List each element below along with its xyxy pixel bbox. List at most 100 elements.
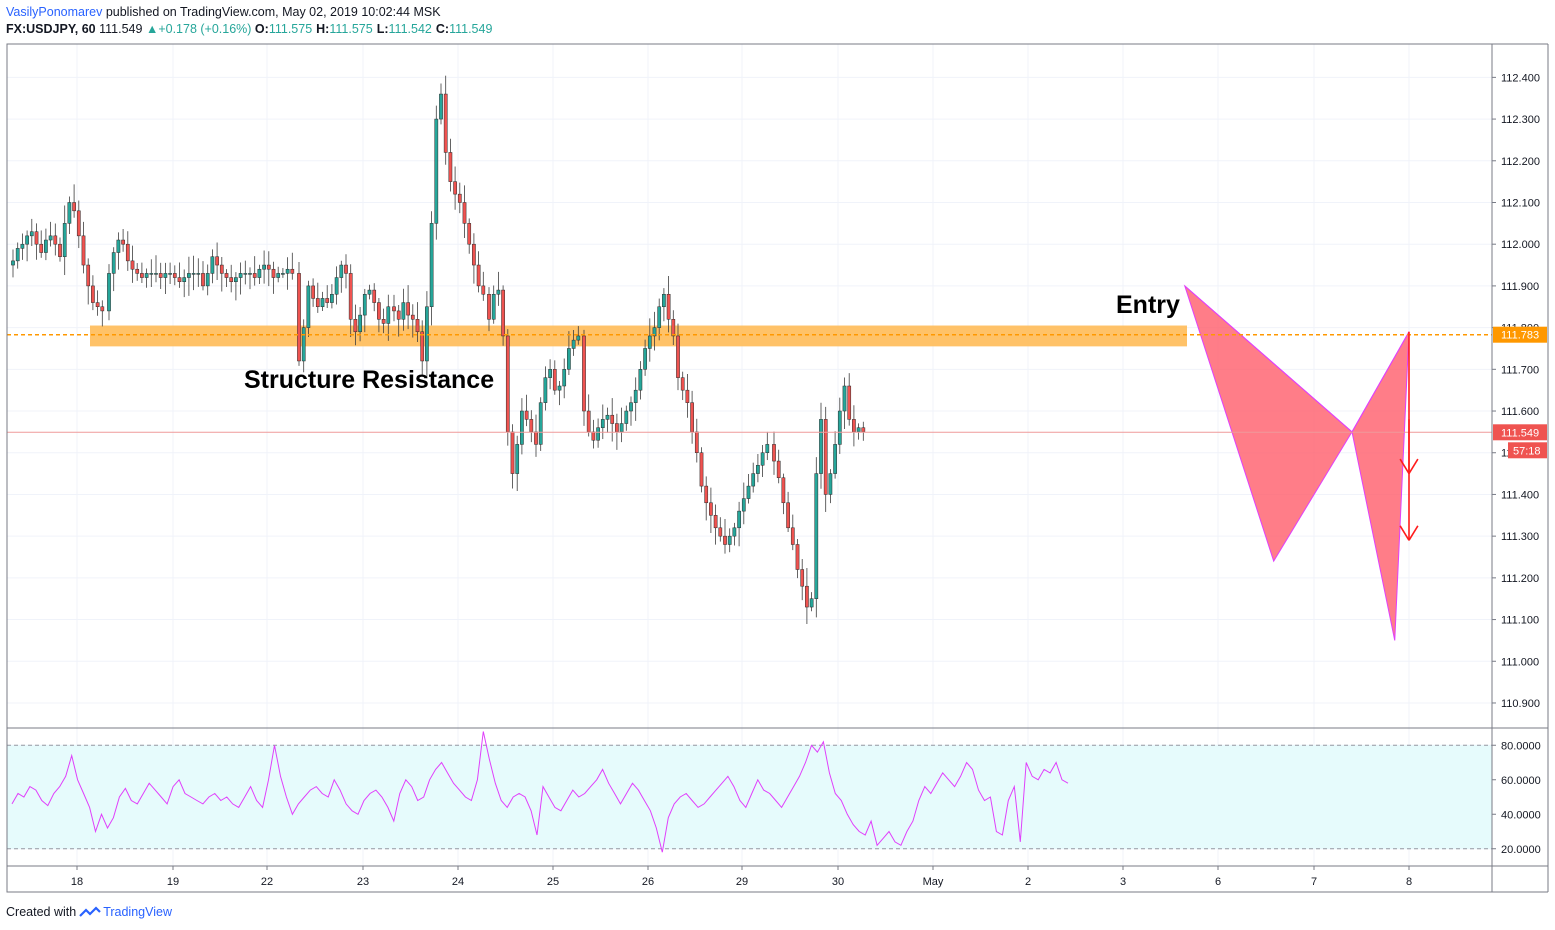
- candle-body: [615, 423, 619, 433]
- rsi-axis[interactable]: 20.0000 40.0000 60.0000 80.0000: [1492, 740, 1541, 856]
- pattern-leg-xb: [1184, 285, 1353, 433]
- candle-body: [262, 264, 266, 270]
- candle-body: [243, 273, 248, 275]
- pattern-leg-bd: [1351, 331, 1410, 433]
- time-tick-label: 19: [167, 876, 179, 888]
- candle-body: [315, 298, 320, 308]
- author-link[interactable]: VasilyPonomarev: [6, 5, 103, 19]
- rsi-band: [7, 745, 1492, 849]
- candle-body: [510, 431, 515, 474]
- resistance-zone: [90, 325, 1187, 347]
- candle-body: [699, 452, 704, 487]
- candle-body: [476, 264, 481, 287]
- candle-body: [548, 369, 552, 378]
- candle-body: [448, 152, 453, 182]
- structure-resistance-label: Structure Resistance: [244, 366, 494, 394]
- candle-body: [529, 419, 534, 433]
- candle-body: [652, 327, 657, 337]
- candle-body: [534, 431, 538, 445]
- price-chart[interactable]: Structure Resistance Entry 110.900 111.00…: [0, 0, 1555, 900]
- candle-body: [306, 285, 311, 328]
- candle-body: [467, 223, 472, 245]
- candle-body: [76, 210, 81, 237]
- candle-body: [487, 293, 491, 320]
- candle-body: [671, 319, 676, 337]
- candle-body: [434, 118, 439, 224]
- candle-body: [81, 235, 86, 266]
- candle-body: [633, 389, 638, 403]
- candle-body: [596, 427, 600, 441]
- candle-body: [823, 419, 828, 495]
- candle-body: [814, 473, 819, 599]
- open-label: O:: [254, 22, 269, 36]
- candle-body: [666, 293, 671, 320]
- countdown-tag: [1508, 442, 1547, 459]
- rsi-tick-label: 60.0000: [1501, 775, 1541, 787]
- candle-body: [501, 289, 505, 337]
- candle-body: [837, 410, 842, 445]
- candle-body: [515, 444, 520, 474]
- candle-body: [790, 527, 795, 545]
- symbol-label[interactable]: FX:USDJPY, 60: [6, 22, 96, 36]
- candle-body: [215, 256, 219, 266]
- candle-body: [257, 268, 262, 278]
- candle-body: [756, 464, 760, 474]
- candle-body: [557, 385, 562, 391]
- candle-body: [125, 243, 130, 262]
- candle-body: [727, 535, 732, 545]
- tradingview-brand-link[interactable]: TradingView: [103, 905, 172, 919]
- price-tick-label: 110.900: [1501, 698, 1540, 710]
- candle-body: [58, 243, 62, 257]
- candle-body: [281, 273, 285, 275]
- candle-body: [524, 410, 529, 420]
- time-axis[interactable]: 18 19 22 23 24 25 26 29 30 May 2 3 6 7 8: [71, 866, 1412, 888]
- candle-body: [381, 319, 386, 324]
- open-value: 111.575: [268, 22, 313, 36]
- candle-body: [353, 319, 358, 333]
- countdown-text: 57:18: [1513, 445, 1541, 457]
- candle-body: [271, 268, 276, 278]
- candle-body: [401, 302, 406, 320]
- candle-body: [751, 473, 756, 487]
- candle-body: [643, 348, 647, 370]
- candle-body: [847, 385, 852, 420]
- candle-body: [505, 335, 510, 433]
- candle-body: [39, 243, 44, 253]
- tradingview-logo-icon: [79, 906, 101, 917]
- candle-body: [723, 535, 727, 545]
- candle-body: [591, 431, 596, 441]
- price-labels: 111.783 111.549 57:18: [1493, 326, 1547, 459]
- candle-body: [158, 273, 163, 278]
- price-tick-label: 111.200: [1501, 573, 1539, 585]
- candle-body: [48, 235, 53, 241]
- candle-body: [842, 385, 847, 412]
- candle-body: [163, 273, 168, 278]
- created-with-text: Created with: [6, 905, 77, 919]
- candle-body: [819, 419, 823, 474]
- time-tick-label: 25: [547, 876, 559, 888]
- price-tick-label: 112.300: [1501, 114, 1540, 126]
- candle-body: [111, 252, 116, 274]
- candle-body: [828, 473, 833, 495]
- candle-body: [795, 544, 800, 570]
- candle-body: [481, 285, 486, 295]
- candle-body: [107, 273, 111, 312]
- candle-body: [619, 423, 624, 433]
- candle-body: [856, 427, 861, 433]
- close-label: C:: [435, 22, 450, 36]
- rsi-tick-label: 80.0000: [1501, 740, 1541, 752]
- candle-body: [116, 239, 121, 253]
- published-text: published on TradingView.com, May 02, 20…: [105, 5, 441, 19]
- time-tick-label: 6: [1215, 876, 1221, 888]
- candle-body: [760, 452, 765, 466]
- candle-body: [453, 181, 457, 195]
- candle-body: [786, 502, 790, 529]
- price-axis[interactable]: 110.900 111.000 111.100 111.200 111.300 111.4…: [1492, 72, 1540, 710]
- candle-body: [562, 369, 567, 387]
- candle-body: [741, 498, 746, 512]
- candle-body: [205, 273, 210, 287]
- candle-body: [520, 410, 524, 445]
- candle-body: [805, 585, 809, 608]
- candle-body: [219, 264, 224, 274]
- candle-body: [191, 273, 196, 275]
